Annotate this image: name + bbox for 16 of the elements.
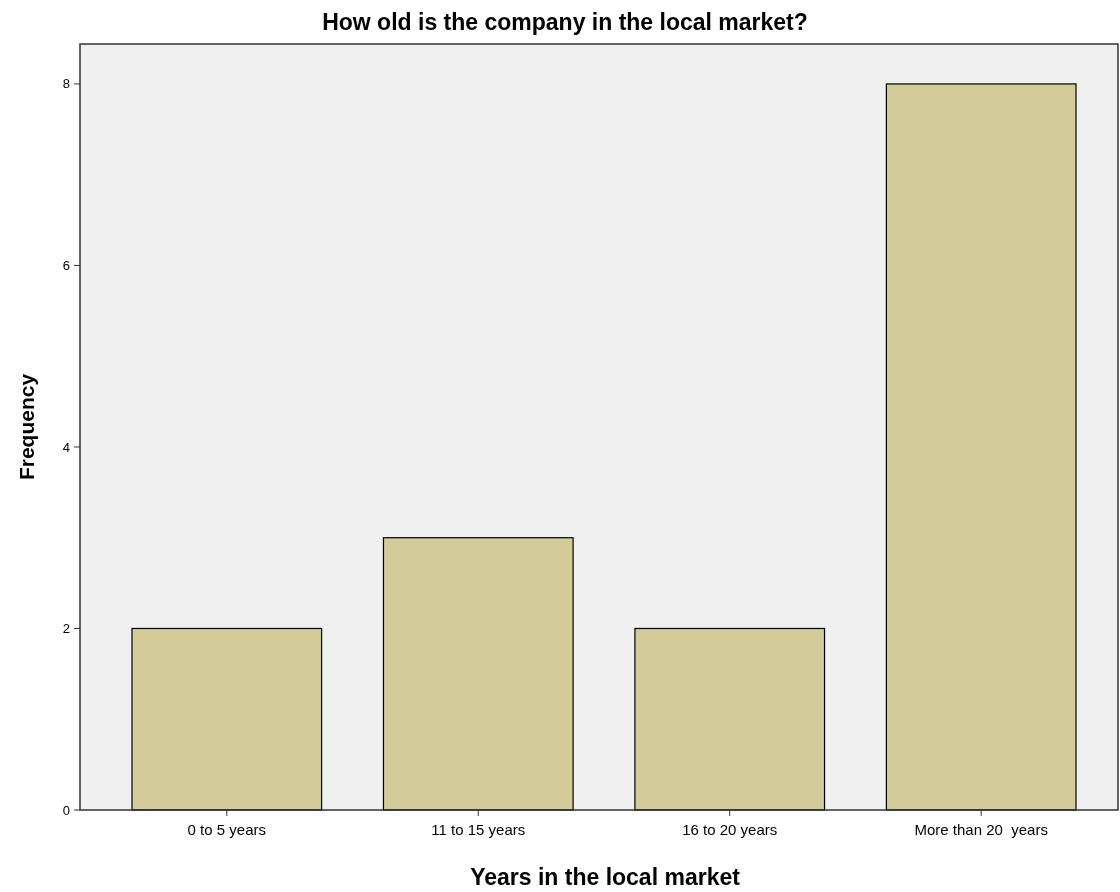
y-tick-label: 8 bbox=[62, 76, 70, 92]
x-tick-label: More than 20 years bbox=[914, 821, 1048, 838]
y-tick-label: 2 bbox=[62, 621, 70, 637]
y-tick-label: 0 bbox=[62, 802, 70, 818]
bar bbox=[382, 537, 574, 811]
x-tick-label: 16 to 20 years bbox=[682, 821, 778, 838]
y-tick-label: 4 bbox=[62, 439, 70, 455]
bar bbox=[131, 627, 323, 811]
bar bbox=[885, 83, 1077, 811]
x-axis-title: Years in the local market bbox=[470, 864, 741, 890]
bar bbox=[634, 627, 826, 811]
y-axis-title: Frequency bbox=[15, 373, 38, 481]
x-tick-label: 11 to 15 years bbox=[431, 821, 526, 838]
x-tick-label: 0 to 5 years bbox=[187, 821, 266, 838]
y-tick-label: 6 bbox=[62, 258, 70, 273]
chart-title: How old is the company in the local market? bbox=[322, 9, 808, 35]
